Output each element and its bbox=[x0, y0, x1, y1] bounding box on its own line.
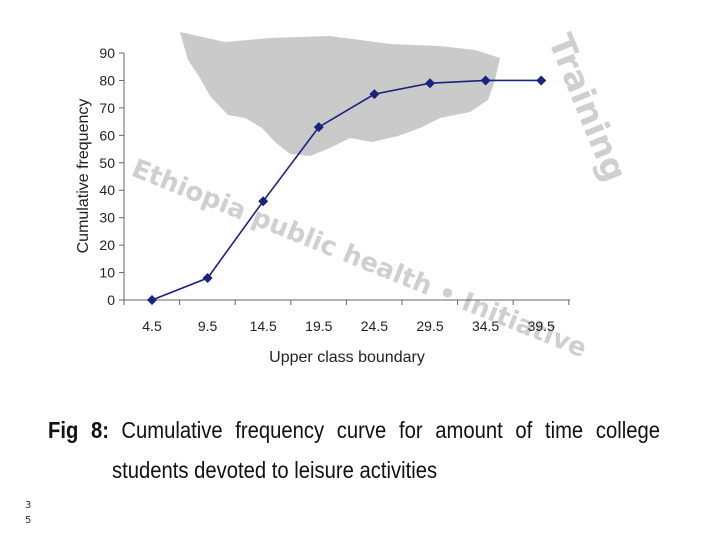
series-layer bbox=[147, 75, 547, 305]
data-point-marker bbox=[313, 122, 324, 133]
x-ticks: 4.5 9.5 14.5 19.5 24.5 29.5 34.5 39.5 bbox=[123, 300, 570, 334]
page-number-digit-1: 3 bbox=[25, 500, 32, 511]
y-tick-label: 30 bbox=[99, 210, 115, 226]
data-point-marker bbox=[480, 75, 491, 86]
x-tick-label: 19.5 bbox=[305, 318, 332, 334]
series-line bbox=[151, 79, 542, 301]
y-tick-label: 80 bbox=[99, 72, 115, 88]
x-tick-label: 24.5 bbox=[361, 318, 388, 334]
axes bbox=[123, 53, 570, 301]
y-tick-label: 70 bbox=[99, 100, 115, 116]
y-tick-label: 60 bbox=[99, 127, 115, 143]
y-tick-label: 20 bbox=[99, 237, 115, 253]
y-tick-label: 40 bbox=[99, 182, 115, 198]
x-tick-label: 39.5 bbox=[528, 318, 555, 334]
figure-caption-line-2: students devoted to leisure activities bbox=[112, 457, 438, 483]
y-ticks: 0 10 20 30 40 50 60 70 80 90 bbox=[99, 45, 124, 308]
watermark: Training Ethiopia public health • Initia… bbox=[127, 28, 635, 364]
y-axis-title: Cumulative frequency bbox=[75, 99, 92, 254]
x-tick-label: 4.5 bbox=[142, 318, 162, 334]
y-tick-label: 50 bbox=[99, 155, 115, 171]
y-tick-label: 90 bbox=[99, 45, 115, 61]
data-point-marker bbox=[369, 89, 380, 100]
data-point-marker bbox=[425, 78, 435, 89]
data-point-marker bbox=[536, 75, 547, 86]
data-point-marker bbox=[258, 196, 269, 207]
watermark-text-top: Training bbox=[540, 28, 635, 187]
x-tick-label: 29.5 bbox=[416, 318, 443, 334]
x-tick-label: 34.5 bbox=[472, 318, 499, 334]
y-tick-label: 10 bbox=[99, 265, 115, 281]
data-point-marker bbox=[147, 295, 157, 305]
y-tick-label: 0 bbox=[107, 292, 115, 308]
figure-caption-line-1: Fig 8: Cumulative frequency curve for amo… bbox=[48, 417, 660, 444]
x-tick-label: 14.5 bbox=[250, 318, 277, 334]
x-axis-title: Upper class boundary bbox=[269, 349, 425, 366]
caption-text-line-1: Cumulative frequency curve for amount of… bbox=[121, 417, 660, 443]
watermark-map-shape bbox=[180, 32, 500, 156]
figure-label: Fig 8: bbox=[48, 417, 110, 443]
cumulative-frequency-chart: Training Ethiopia public health • Initia… bbox=[75, 28, 635, 366]
page-number-digit-2: 5 bbox=[25, 515, 32, 526]
x-tick-label: 9.5 bbox=[198, 318, 218, 334]
data-point-marker bbox=[202, 273, 213, 284]
